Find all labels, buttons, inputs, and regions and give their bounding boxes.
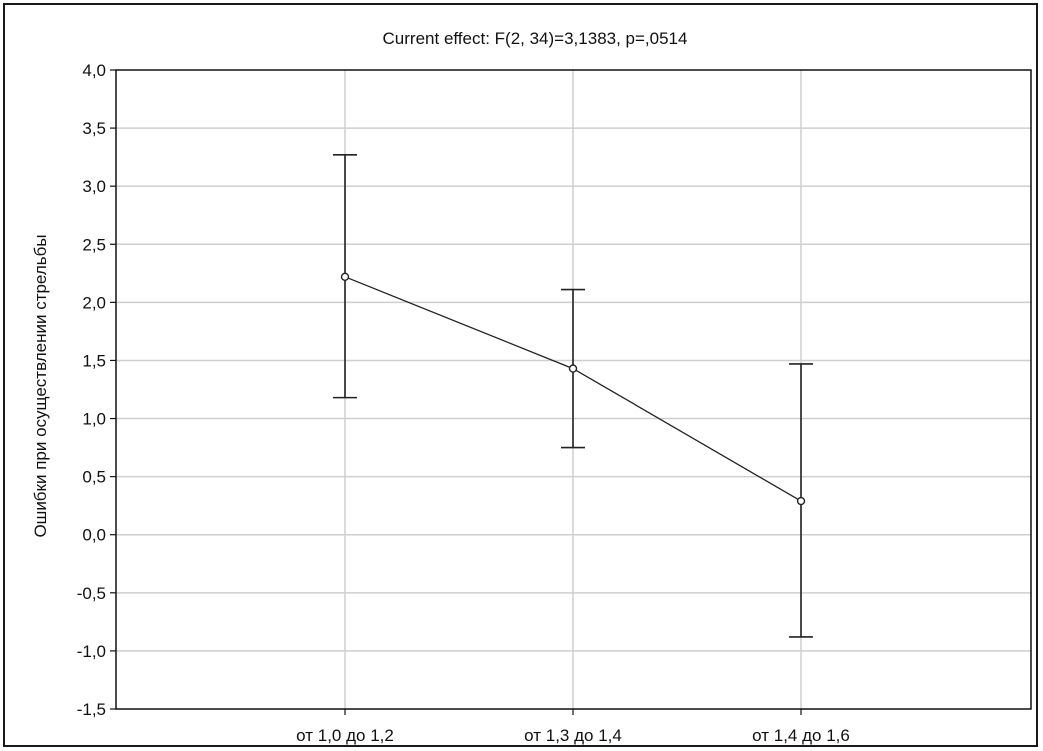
data-point xyxy=(796,496,806,506)
y-tick-label: 2,5 xyxy=(82,235,106,254)
chart-title: Current effect: F(2, 34)=3,1383, p=,0514 xyxy=(383,29,688,48)
data-point xyxy=(568,364,578,373)
y-tick-label: 3,0 xyxy=(82,177,106,196)
x-tick-label: от 1,3 до 1,4 xyxy=(524,726,622,745)
y-tick-label: -1,0 xyxy=(77,642,106,661)
y-tick-label: 2,0 xyxy=(82,293,106,312)
chart-frame xyxy=(3,3,1038,747)
x-tick-label: от 1,0 до 1,2 xyxy=(296,726,394,745)
y-tick-label: 1,0 xyxy=(82,410,106,429)
y-tick-label: 3,5 xyxy=(82,119,106,138)
grid-layer xyxy=(116,70,1031,709)
x-tick-label: от 1,4 до 1,6 xyxy=(752,726,850,745)
data-layer xyxy=(333,154,813,638)
y-tick-label: 4,0 xyxy=(82,61,106,80)
y-tick-label: -0,5 xyxy=(77,584,106,603)
data-point xyxy=(340,272,350,282)
y-tick-label: 0,5 xyxy=(82,468,106,487)
y-tick-label: 0,0 xyxy=(82,526,106,545)
y-axis-label: Ошибки при осуществлении стрельбы xyxy=(31,234,50,537)
axis-layer: -1,5 -1,0 -0,5 0,0 0,5 1,0 1,5 2,0 2,5 3,0 3,5 4,0 о… xyxy=(77,61,1032,745)
y-tick-label: 1,5 xyxy=(82,351,106,370)
y-tick-label: -1,5 xyxy=(77,700,106,719)
